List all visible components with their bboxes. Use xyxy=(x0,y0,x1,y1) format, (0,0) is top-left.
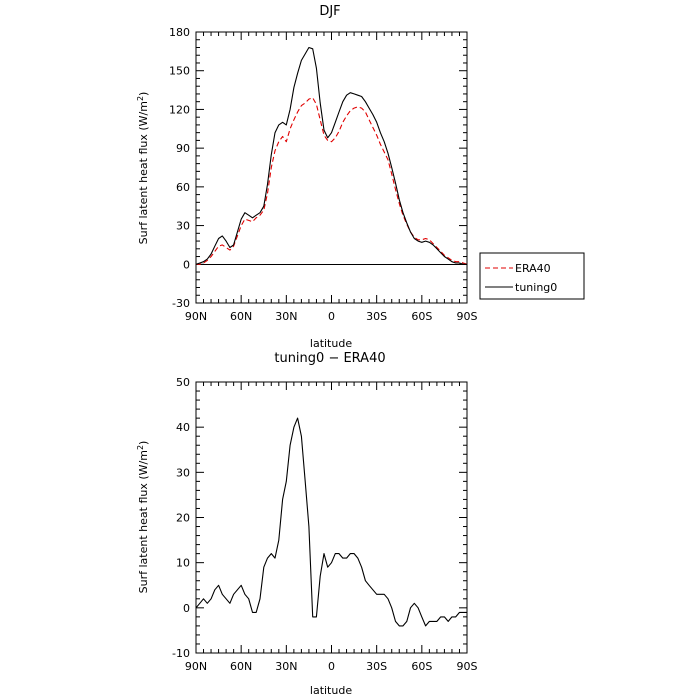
chart-bottom-y-tick-label: 40 xyxy=(176,421,190,434)
chart-top-x-tick-labels: 90N 60N 30N 0 30S 60S 90S xyxy=(185,310,478,323)
chart-bottom-x-tick-label: 0 xyxy=(328,660,335,673)
chart-bottom-ticks xyxy=(195,381,468,654)
chart-bottom-y-tick-labels: -10 0 10 20 30 40 50 xyxy=(172,376,190,660)
chart-top-y-tick-label: 60 xyxy=(176,181,190,194)
chart-bottom-y-tick-label: 50 xyxy=(176,376,190,389)
chart-top-y-axis-label: Surf latent heat flux (W/m2) xyxy=(136,92,150,245)
chart-top-x-tick-label: 60S xyxy=(411,310,432,323)
chart-top-y-tick-label: 30 xyxy=(176,220,190,233)
chart-bottom-title: tuning0 − ERA40 xyxy=(274,351,385,366)
legend-label-tuning0: tuning0 xyxy=(515,281,557,294)
chart-top-plot-frame xyxy=(195,31,468,304)
chart-top-y-tick-label: 180 xyxy=(169,26,190,39)
chart-bottom-x-tick-label: 30S xyxy=(366,660,387,673)
chart-bottom-x-tick-label: 90N xyxy=(185,660,207,673)
chart-top-x-tick-label: 30N xyxy=(275,310,297,323)
chart-top-x-tick-label: 90S xyxy=(457,310,478,323)
chart-top-y-tick-label: 150 xyxy=(169,65,190,78)
chart-top-y-tick-label: -30 xyxy=(172,297,190,310)
chart-bottom-series-difference-line xyxy=(195,417,467,627)
chart-bottom-x-tick-label: 90S xyxy=(457,660,478,673)
chart-top-x-tick-label: 0 xyxy=(328,310,335,323)
chart-top-title: DJF xyxy=(319,4,340,19)
chart-top-x-axis-label: latitude xyxy=(310,337,352,350)
chart-bottom-y-tick-label: 20 xyxy=(176,512,190,525)
chart-top-y-tick-labels: -30 0 30 60 90 120 150 180 xyxy=(169,26,190,310)
chart-top-y-tick-label: 120 xyxy=(169,103,190,116)
legend-box xyxy=(479,252,585,300)
chart-top: DJF 90N 60N 30N 0 30S 60S 90S -30 0 30 60 90 120 150… xyxy=(136,4,478,350)
chart-bottom-y-axis-label: Surf latent heat flux (W/m2) xyxy=(136,441,150,594)
chart-top-series-group xyxy=(195,46,468,265)
chart-bottom-x-tick-label: 60N xyxy=(230,660,252,673)
chart-bottom-x-tick-label: 30N xyxy=(275,660,297,673)
chart-bottom-x-axis-label: latitude xyxy=(310,684,352,697)
chart-bottom-y-tick-label: 0 xyxy=(183,602,190,615)
chart-top-ticks xyxy=(195,31,468,304)
legend: ERA40 tuning0 xyxy=(479,252,585,300)
chart-bottom-y-tick-label: 30 xyxy=(176,466,190,479)
chart-top-x-tick-label: 90N xyxy=(185,310,207,323)
chart-top-y-tick-label: 0 xyxy=(183,258,190,271)
chart-top-series-tuning0-line xyxy=(195,46,467,265)
chart-bottom-x-tick-label: 60S xyxy=(411,660,432,673)
chart-bottom-plot-frame xyxy=(195,381,468,654)
chart-bottom-y-tick-label: 10 xyxy=(176,557,190,570)
chart-bottom-series-group xyxy=(195,417,467,627)
chart-bottom: tuning0 − ERA40 90N 60N 30N 0 30S 60S 90S -10 0… xyxy=(136,351,478,697)
chart-top-x-tick-label: 30S xyxy=(366,310,387,323)
chart-top-series-era40-line xyxy=(196,97,468,265)
chart-top-x-tick-label: 60N xyxy=(230,310,252,323)
legend-label-era40: ERA40 xyxy=(515,262,551,275)
chart-top-y-tick-label: 90 xyxy=(176,142,190,155)
chart-bottom-y-tick-label: -10 xyxy=(172,647,190,660)
chart-bottom-x-tick-labels: 90N 60N 30N 0 30S 60S 90S xyxy=(185,660,478,673)
